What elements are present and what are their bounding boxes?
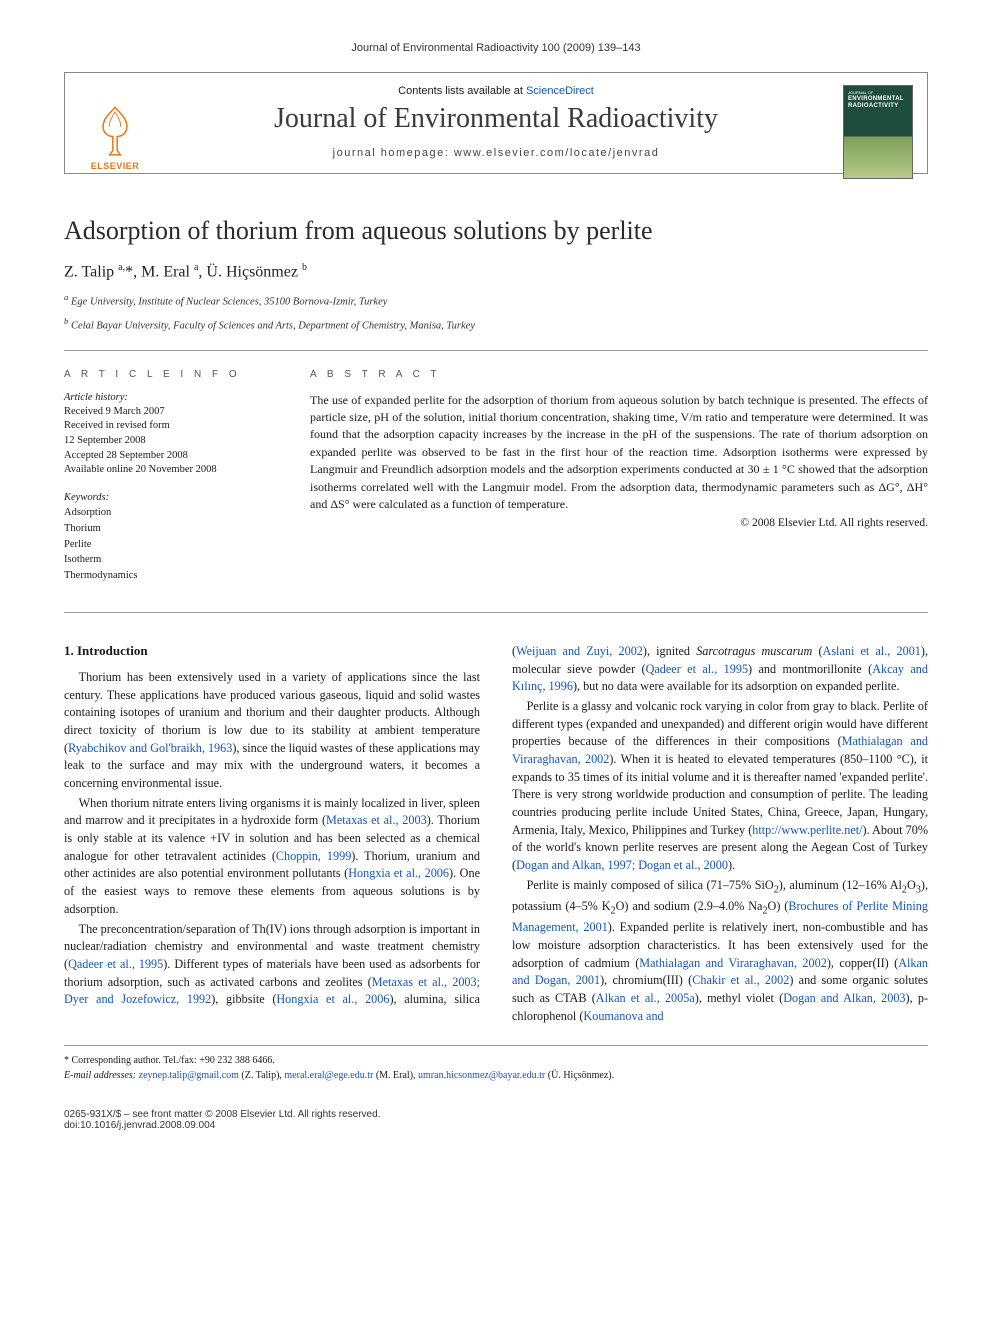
abstract-column: A B S T R A C T The use of expanded perl… [310,369,928,584]
journal-header: ELSEVIER JOURNAL OF ENVIRONMENTAL RADIOA… [64,72,928,174]
history-line: 12 September 2008 [64,434,274,449]
doi-line: doi:10.1016/j.jenvrad.2008.09.004 [64,1120,380,1131]
contents-prefix: Contents lists available at [398,85,526,97]
abstract-head: A B S T R A C T [310,369,928,380]
body-columns: 1. Introduction Thorium has been extensi… [64,643,928,1083]
page-footer: 0265-931X/$ – see front matter © 2008 El… [64,1109,928,1131]
keywords-label: Keywords: [64,492,274,503]
article-title: Adsorption of thorium from aqueous solut… [64,216,928,246]
history-line: Accepted 28 September 2008 [64,449,274,464]
sciencedirect-link[interactable]: ScienceDirect [526,85,594,97]
history-line: Received in revised form [64,419,274,434]
footnotes: * Corresponding author. Tel./fax: +90 23… [64,1045,928,1083]
cover-small-text: JOURNAL OF [848,90,908,95]
article-info-column: A R T I C L E I N F O Article history: R… [64,369,274,584]
keyword: Perlite [64,537,274,553]
history-line: Received 9 March 2007 [64,405,274,420]
divider [64,612,928,613]
journal-homepage: journal homepage: www.elsevier.com/locat… [79,147,913,159]
email-link[interactable]: zeynep.talip@gmail.com [139,1070,239,1081]
copyright: © 2008 Elsevier Ltd. All rights reserved… [310,517,928,529]
history-line: Available online 20 November 2008 [64,463,274,478]
email-link[interactable]: meral.eral@ege.edu.tr [284,1070,373,1081]
authors: Z. Talip a,*, M. Eral a, Ü. Hiçsönmez b [64,262,928,281]
keyword: Thorium [64,521,274,537]
divider [64,350,928,351]
paragraph: Perlite is mainly composed of silica (71… [512,877,928,1025]
paragraph: When thorium nitrate enters living organ… [64,795,480,919]
running-head: Journal of Environmental Radioactivity 1… [64,42,928,54]
affiliation-a: a Ege University, Institute of Nuclear S… [64,291,928,310]
affiliation-text: Celal Bayar University, Faculty of Scien… [71,320,475,331]
keyword: Thermodynamics [64,568,274,584]
keyword: Adsorption [64,505,274,521]
cover-main-text: ENVIRONMENTAL RADIOACTIVITY [848,96,908,109]
affiliation-text: Ege University, Institute of Nuclear Sci… [71,297,387,308]
issn-line: 0265-931X/$ – see front matter © 2008 El… [64,1109,380,1120]
email-link[interactable]: umran.hicsonmez@bayar.edu.tr [418,1070,545,1081]
publisher-logo: ELSEVIER [79,85,151,171]
journal-name: Journal of Environmental Radioactivity [79,103,913,135]
contents-line: Contents lists available at ScienceDirec… [79,85,913,97]
paragraph: Thorium has been extensively used in a v… [64,669,480,793]
history-label: Article history: [64,392,274,403]
section-heading-intro: 1. Introduction [64,643,480,659]
affiliation-b: b Celal Bayar University, Faculty of Sci… [64,315,928,334]
corresponding-author: * Corresponding author. Tel./fax: +90 23… [64,1054,928,1069]
journal-cover-thumb: JOURNAL OF ENVIRONMENTAL RADIOACTIVITY [843,85,913,179]
publisher-name: ELSEVIER [91,161,140,171]
paragraph: Perlite is a glassy and volcanic rock va… [512,698,928,875]
elsevier-tree-icon [88,103,142,157]
keyword: Isotherm [64,552,274,568]
abstract-body: The use of expanded perlite for the adso… [310,392,928,514]
emails-label: E-mail addresses: [64,1070,136,1081]
article-info-head: A R T I C L E I N F O [64,369,274,380]
email-addresses: E-mail addresses: zeynep.talip@gmail.com… [64,1069,928,1084]
